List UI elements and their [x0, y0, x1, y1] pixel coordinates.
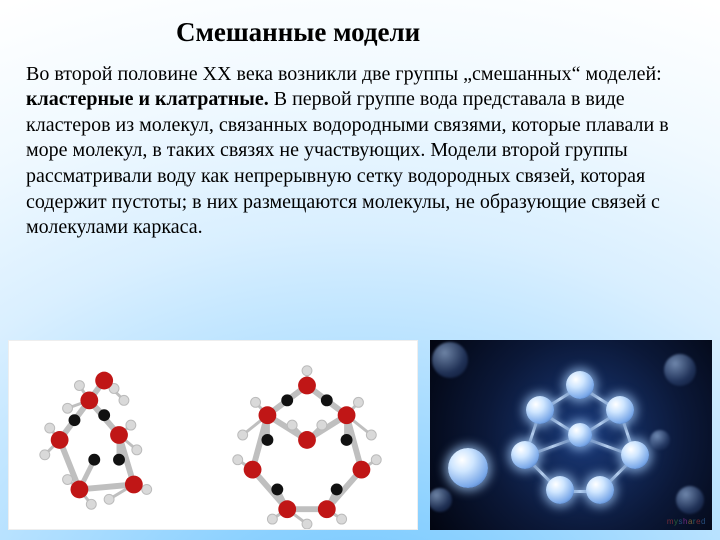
paragraph-lead: Во второй половине XX века возникли две …	[26, 63, 662, 85]
images-row: myshared	[8, 340, 712, 530]
molecule-svg	[9, 341, 417, 529]
slide-paragraph: Во второй половине XX века возникли две …	[26, 62, 694, 241]
slide-title: Смешанные модели	[176, 18, 694, 48]
slide: Смешанные модели Во второй половине XX в…	[0, 0, 720, 540]
glowing-molecule-image: myshared	[430, 340, 712, 530]
paragraph-tail: В первой группе вода представала в виде …	[26, 88, 669, 238]
watermark: myshared	[667, 517, 706, 526]
molecule-clusters-image	[8, 340, 418, 530]
paragraph-bold: кластерные и клатратные.	[26, 88, 269, 110]
